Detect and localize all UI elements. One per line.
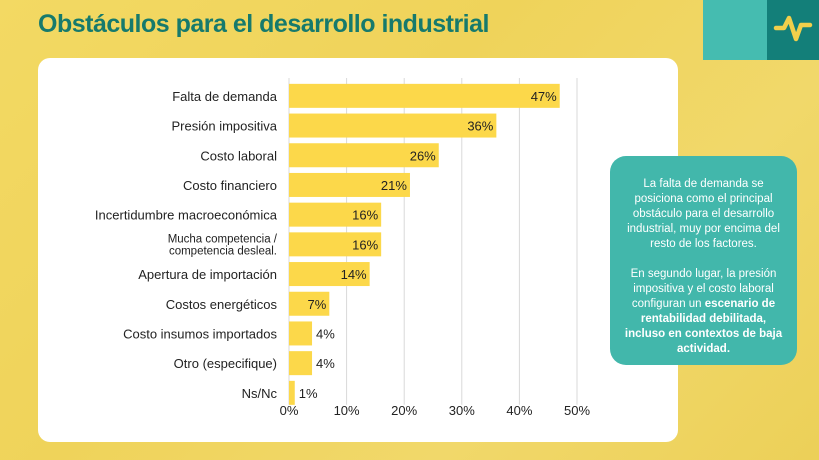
x-tick-label: 50% [564, 403, 590, 418]
decorative-block [703, 0, 767, 60]
logo-block [767, 0, 819, 60]
category-label: Presión impositiva [172, 119, 278, 134]
x-tick-label: 30% [449, 403, 475, 418]
data-label: 1% [299, 386, 318, 401]
category-label: Mucha competencia / [168, 233, 278, 245]
data-label: 7% [308, 297, 327, 312]
category-label: competencia desleal. [169, 245, 277, 257]
data-label: 16% [352, 237, 378, 252]
x-tick-label: 10% [334, 403, 360, 418]
pulse-icon [773, 15, 813, 42]
category-label: Costo laboral [200, 148, 277, 163]
category-label: Costo financiero [183, 178, 277, 193]
data-label: 16% [352, 208, 378, 223]
x-tick-label: 40% [506, 403, 532, 418]
insight-box: La falta de demanda se posiciona como el… [610, 156, 797, 365]
data-label: 47% [531, 89, 557, 104]
category-label: Falta de demanda [172, 89, 278, 104]
bar [289, 143, 439, 168]
bar [289, 291, 330, 316]
category-label: Incertidumbre macroeconómica [95, 208, 278, 223]
category-label: Costos energéticos [166, 297, 278, 312]
bar [289, 202, 382, 227]
category-label: Ns/Nc [242, 386, 278, 401]
bar [289, 262, 370, 287]
insight-paragraph-2: En segundo lugar, la presión impositiva … [620, 267, 787, 357]
data-label: 21% [381, 178, 407, 193]
chart-panel: 0% 10% 20% 30% 40% 50% Falta de demanda 47% Pres… [38, 58, 678, 442]
bar-chart: 0% 10% 20% 30% 40% 50% Falta de demanda 47% Pres… [95, 78, 590, 418]
category-label: Otro (especifique) [174, 356, 277, 371]
insight-paragraph-1: La falta de demanda se posiciona como el… [627, 178, 780, 250]
data-label: 14% [341, 267, 367, 282]
insight-text: En segundo lugar, la presión impositiva … [630, 268, 777, 310]
bar [289, 351, 313, 376]
bar [289, 380, 295, 405]
bar [289, 83, 560, 108]
data-label: 26% [410, 148, 436, 163]
data-label: 36% [467, 119, 493, 134]
bar [289, 172, 410, 197]
category-label: Costo insumos importados [123, 326, 277, 341]
x-tick-label: 20% [391, 403, 417, 418]
bar [289, 232, 382, 257]
page-title: Obstáculos para el desarrollo industrial [38, 10, 489, 38]
x-tick-label: 0% [280, 403, 299, 418]
bar [289, 321, 313, 346]
data-label: 4% [316, 356, 335, 371]
category-label: Apertura de importación [138, 267, 277, 282]
insight-highlight: escenario de rentabilidad debilitada, in… [624, 298, 783, 355]
bar [289, 113, 497, 138]
data-label: 4% [316, 326, 335, 341]
